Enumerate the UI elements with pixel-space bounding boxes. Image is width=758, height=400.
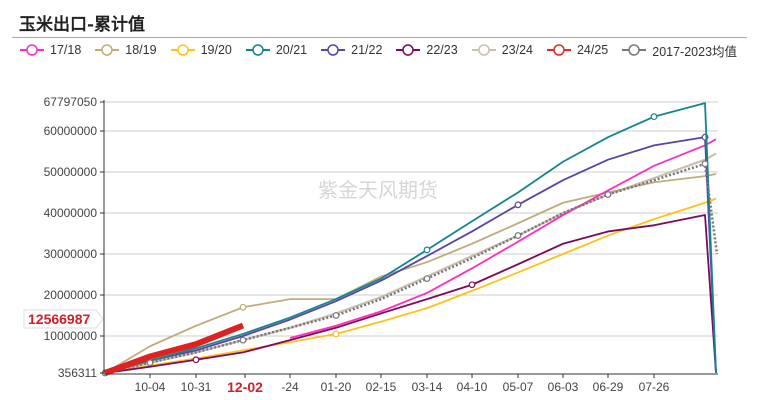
x-tick-label: 10-04 bbox=[135, 380, 166, 394]
legend-item-19-20[interactable]: 19/20 bbox=[170, 43, 232, 57]
series-line-17-18[interactable] bbox=[289, 138, 717, 339]
legend-circle-icon bbox=[471, 44, 496, 56]
legend-label: 21/22 bbox=[351, 43, 383, 57]
legend-circle-icon bbox=[20, 44, 44, 56]
x-tick-label-highlighted: 12-02 bbox=[227, 379, 263, 395]
y-tick-label: 30000000 bbox=[44, 247, 98, 261]
x-tick-label: 06-29 bbox=[593, 380, 624, 394]
x-tick-label: 02-15 bbox=[366, 380, 397, 394]
data-point-marker[interactable] bbox=[514, 201, 522, 209]
data-point-marker[interactable] bbox=[423, 246, 431, 254]
x-tick-label: 07-26 bbox=[639, 380, 670, 394]
data-point-marker[interactable] bbox=[604, 191, 612, 198]
legend-item-21-22[interactable]: 21/22 bbox=[321, 43, 382, 57]
data-point-marker[interactable] bbox=[514, 232, 522, 239]
grid-lines bbox=[104, 101, 718, 337]
legend-label: 22/23 bbox=[426, 43, 458, 57]
data-point-marker[interactable] bbox=[332, 330, 340, 338]
y-tick-label: 356311 bbox=[58, 366, 97, 380]
x-tick-label: 06-03 bbox=[548, 380, 579, 394]
data-point-marker[interactable] bbox=[332, 312, 340, 319]
data-point-marker[interactable] bbox=[468, 281, 476, 289]
y-tick-label: 60000000 bbox=[44, 124, 98, 138]
callout-value: 12566987 bbox=[28, 311, 91, 327]
series-line-22-23[interactable] bbox=[104, 214, 717, 374]
legend-circle-icon bbox=[396, 44, 421, 56]
data-point-marker[interactable] bbox=[423, 275, 431, 283]
legend-item-24-25[interactable]: 24/25 bbox=[546, 43, 609, 57]
x-tick-label: 01-20 bbox=[321, 380, 352, 394]
legend-circle-icon bbox=[170, 44, 195, 56]
data-point-marker[interactable] bbox=[146, 359, 154, 367]
series-line-24-25[interactable] bbox=[103, 322, 245, 376]
data-point-marker[interactable] bbox=[239, 303, 247, 311]
legend-label: 18/19 bbox=[125, 43, 157, 57]
legend-label: 20/21 bbox=[275, 43, 308, 57]
legend-circle-icon bbox=[622, 44, 647, 56]
x-tick-label: 04-10 bbox=[457, 380, 488, 394]
x-tick-label: 10-31 bbox=[181, 380, 212, 394]
chart-legend: 17/18 18/19 19/20 20/21 21/22 22/23 23/24 24/25… bbox=[20, 41, 751, 59]
series-line-21-22[interactable] bbox=[104, 136, 717, 374]
legend-label: 23/24 bbox=[501, 43, 533, 57]
series-line-20-21[interactable] bbox=[104, 102, 717, 374]
legend-item-22-23[interactable]: 22/23 bbox=[396, 43, 458, 57]
legend-item-23-24[interactable]: 23/24 bbox=[471, 43, 533, 57]
legend-circle-icon bbox=[95, 44, 120, 56]
series-line-18-19[interactable] bbox=[104, 173, 717, 374]
legend-circle-icon bbox=[245, 44, 270, 56]
legend-label: 2017-2023均值 bbox=[652, 44, 738, 59]
x-tick-label: 05-07 bbox=[503, 380, 534, 394]
legend-label: 19/20 bbox=[200, 43, 232, 57]
data-point-marker[interactable] bbox=[650, 113, 658, 121]
x-tick-label: 03-14 bbox=[412, 380, 443, 394]
legend-circle-icon bbox=[546, 44, 571, 56]
legend-item-18-19[interactable]: 18/19 bbox=[95, 43, 157, 57]
legend-label: 24/25 bbox=[576, 43, 609, 57]
legend-circle-icon bbox=[321, 44, 346, 56]
data-point-marker[interactable] bbox=[239, 336, 247, 344]
data-point-marker[interactable] bbox=[192, 356, 200, 364]
y-tick-label: 20000000 bbox=[44, 288, 98, 302]
data-point-marker[interactable] bbox=[701, 160, 709, 168]
axes: 356311 10000000 20000000 30000000 40000000 50… bbox=[44, 95, 718, 395]
title-divider bbox=[12, 37, 747, 38]
legend-item-17-18[interactable]: 17/18 bbox=[20, 43, 81, 57]
y-tick-label: 40000000 bbox=[44, 206, 98, 220]
legend-item-20-21[interactable]: 20/21 bbox=[245, 43, 308, 57]
y-tick-label: 50000000 bbox=[44, 165, 98, 179]
y-tick-label: 67797050 bbox=[44, 95, 98, 109]
value-callout: 12566987 bbox=[23, 309, 104, 329]
chart-title: 玉米出口-累计值 bbox=[19, 15, 146, 35]
y-tick-label: 10000000 bbox=[44, 329, 98, 343]
x-tick-label: -24 bbox=[281, 380, 299, 394]
watermark: 紫金天风期货 bbox=[318, 178, 438, 202]
legend-item-2017-2023-[interactable]: 2017-2023均值 bbox=[622, 41, 737, 60]
legend-label: 17/18 bbox=[50, 43, 82, 57]
series-line-19-20[interactable] bbox=[104, 197, 717, 374]
series-group bbox=[101, 102, 719, 377]
